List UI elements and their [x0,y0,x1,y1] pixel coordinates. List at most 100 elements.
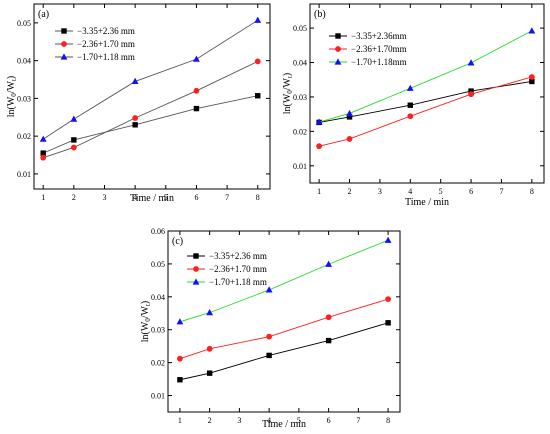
data-point [131,77,139,84]
x-tick-label: 8 [386,416,390,425]
data-point [132,115,139,121]
series-2 [40,58,261,161]
legend-label: −2.36+1.70mm [351,44,407,54]
plot-frame [167,230,401,413]
x-tick-label: 2 [348,187,352,196]
x-tick-label: 6 [327,416,331,425]
legend-entry: −3.35+2.36 mm [187,251,267,261]
x-tick-label: 4 [267,416,271,425]
x-tick-label: 5 [164,193,168,202]
y-axis-label-subscript: t [144,304,152,306]
plot-frame [33,3,271,190]
x-tick-label: 1 [317,187,321,196]
legend-label: −1.70+1.18 mm [77,52,135,62]
x-tick-label: 6 [469,187,473,196]
x-tick-label: 7 [225,193,229,202]
legend-marker [335,33,341,39]
y-tick-label: 0.06 [151,227,165,236]
data-point [193,55,200,62]
y-axis-label-part: ) [140,301,151,304]
legend-entry: −1.70+1.18mm [329,57,407,67]
legend-label: −3.35+2.36 mm [209,251,267,261]
legend-marker [193,253,199,259]
data-point [407,113,414,120]
x-tick-label: 1 [178,416,182,425]
legend-label: −3.35+2.36 mm [77,26,135,36]
y-tick-label: 0.03 [293,93,307,102]
y-tick-label: 0.03 [17,94,31,103]
data-point [71,137,77,143]
legend-label: −2.36+1.70 mm [209,264,267,274]
x-axis-label: Time / min [262,419,306,430]
y-axis-label-part: ln(W [282,93,293,114]
legend-entry: −3.35+2.36 mm [55,26,135,36]
data-point [206,370,213,376]
y-axis-label: ln(W0/Wt) [6,76,18,118]
series-1 [40,93,261,156]
data-point [193,87,200,94]
legend-entry: −3.35+2.36mm [329,31,407,41]
data-point [346,114,353,120]
y-tick-label: 0.04 [293,59,307,68]
legend-marker [193,266,199,272]
x-tick-label: 5 [297,416,301,425]
x-axis-label: Time / min [130,193,174,204]
legend-marker [334,58,342,65]
series-3 [176,236,392,325]
y-axis-label-part: ) [282,73,293,76]
legend-marker [335,46,341,52]
data-point [316,143,323,150]
data-point [266,352,272,359]
series-3 [315,27,536,125]
legend-label: −2.36+1.70 mm [77,39,135,49]
x-tick-label: 5 [439,187,443,196]
data-point [325,337,332,344]
data-point [384,236,392,243]
x-tick-label: 7 [499,187,503,196]
y-tick-label: 0.02 [293,127,307,136]
y-axis-label-part: /W [140,305,151,318]
legend-marker [192,278,200,285]
y-tick-label: 0.01 [293,162,307,171]
y-axis-label-subscript: t [10,79,18,81]
data-point [406,84,414,91]
y-tick-label: 0.02 [151,359,165,368]
x-tick-label: 4 [133,193,137,202]
x-tick-label: 3 [102,193,106,202]
series-line [319,76,532,147]
legend-label: −3.35+2.36mm [351,31,407,41]
data-point [206,309,214,316]
x-tick-label: 4 [408,187,412,196]
legend-entry: −2.36+1.70 mm [187,264,267,274]
x-tick-label: 8 [530,187,534,196]
data-point [407,102,413,108]
data-point [70,115,78,122]
y-tick-label: 0.05 [151,260,165,269]
chart-panel-3: 1 2 3 4 5 6 7 8 0.01 0.02 0.03 0.04 0.05 0.06 Time / m… [140,227,401,430]
chart-panel-2: 1 2 3 4 5 6 7 8 0.01 0.02 0.03 0.04 0.05 Time / min ln… [282,3,545,208]
legend-marker [61,28,67,34]
y-axis-label-subscript: t [286,76,294,78]
series-3 [39,16,262,142]
series-2 [176,296,392,362]
x-tick-label: 3 [378,187,382,196]
y-axis-label-part: ln(W [140,321,151,342]
data-point [467,59,475,66]
data-point [529,78,535,85]
data-point [528,27,536,34]
y-axis-label-subscript: 0 [10,93,18,97]
data-point [385,296,392,303]
x-axis-label: Time / min [405,197,449,208]
y-axis-label-part: ln(W [6,96,17,117]
data-point [346,109,353,117]
panel-label: (a) [38,9,49,20]
y-axis-label: ln(W0/Wt) [282,73,294,115]
legend-entry: −1.70+1.18 mm [187,277,267,287]
legend-label: −1.70+1.18 mm [209,277,267,287]
legend-label: −1.70+1.18mm [351,57,407,67]
y-axis-label-part: ) [6,76,17,79]
legend-marker [60,53,68,60]
x-tick-label: 3 [237,416,241,425]
series-2 [316,74,535,150]
